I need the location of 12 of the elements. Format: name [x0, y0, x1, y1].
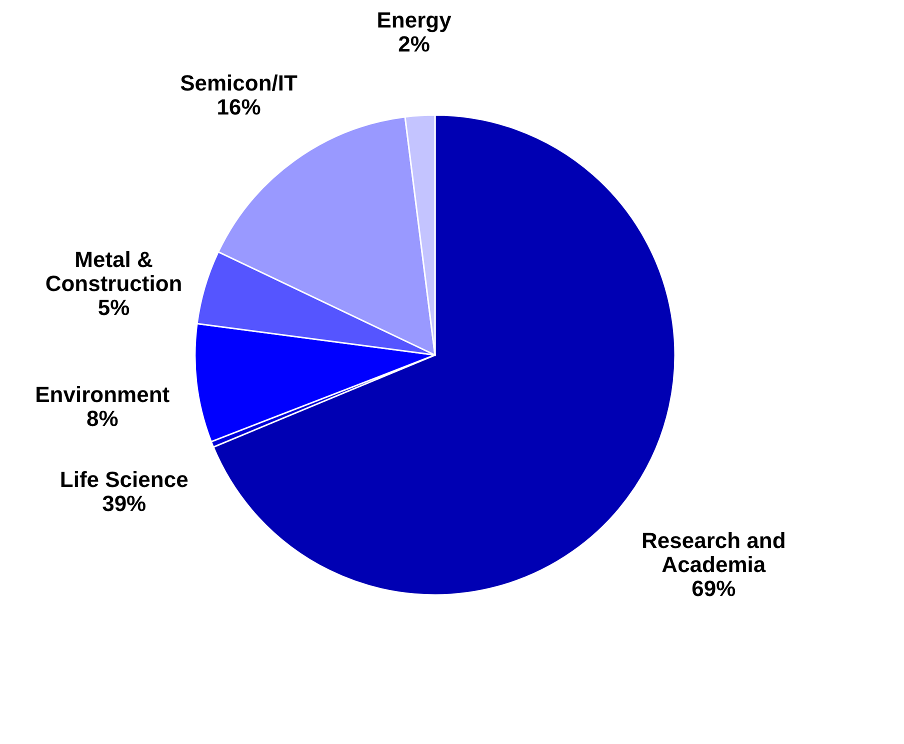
slice-label: Metal & Construction: [45, 246, 182, 296]
data-label: 16%: [216, 94, 261, 120]
slice-label: Semicon/IT: [180, 70, 298, 96]
slice-label: Energy: [376, 8, 452, 33]
data-label: 39%: [102, 490, 146, 516]
slice-label: Research and Academia: [642, 528, 786, 577]
data-label: 69%: [692, 576, 736, 601]
data-label: 2%: [398, 32, 430, 57]
data-label: 8%: [86, 406, 118, 431]
slice-label: Environment: [35, 382, 170, 407]
slice-label: Life Science: [60, 466, 188, 492]
data-label: 5%: [98, 294, 130, 320]
